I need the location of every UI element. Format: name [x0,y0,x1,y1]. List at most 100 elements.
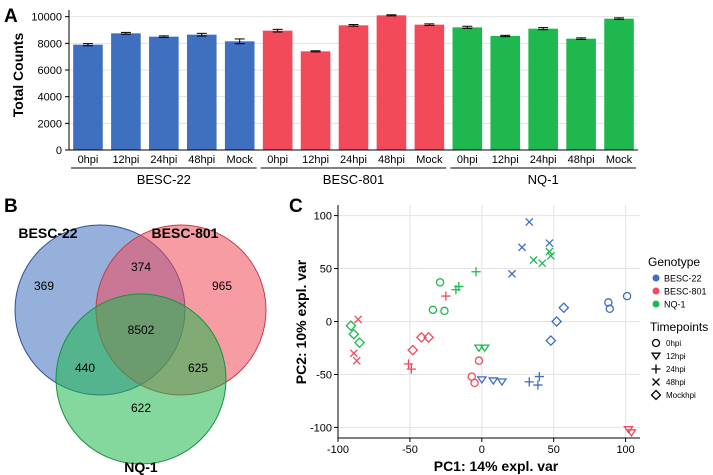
pca-point-besc-801-24hpi [406,364,416,374]
venn-count-besc-801-nq-1: 625 [188,361,208,375]
pca-x-tick-label: 50 [548,444,560,456]
bar-y-tick-label: 6000 [38,65,62,77]
venn-count-besc-22-nq-1: 440 [75,361,95,375]
group-label-besc-801: BESC-801 [323,172,384,187]
venn-count-besc-801-only: 965 [212,279,232,293]
pca-point-nq-1-48hpi [538,259,547,268]
venn-count-nq-1-only: 622 [131,401,151,415]
legend-symbol-mockhpi [650,389,662,401]
legend-swatch-besc-801 [652,287,660,295]
bar-besc-22-mock [224,41,255,151]
bar-besc-801-12hpi [300,51,331,151]
pca-point-besc-22-0hpi [622,291,632,301]
venn-count-all-three: 8502 [128,323,155,337]
legend-label-24hpi: 24hpi [666,365,686,374]
pca-y-tick-label: 0 [326,317,332,329]
venn-count-besc-22-besc-801: 374 [131,260,151,274]
venn-set-label-besc-801: BESC-801 [152,225,219,241]
bar-y-tick-label: 0 [56,145,62,157]
bar-y-tick-label: 2000 [38,118,62,130]
pca-point-besc-22-mockhpi [545,335,557,347]
pca-point-besc-22-48hpi [545,239,554,248]
pca-point-besc-801-mockhpi [407,344,419,356]
pca-point-besc-801-48hpi [349,349,358,358]
legend-genotype-title: Genotype [648,255,700,269]
bar-category-label: 12hpi [302,154,329,166]
pca-x-tick-label: -50 [402,444,418,456]
bar-besc-22-12hpi [111,33,141,151]
bar-besc-801-0hpi [262,30,293,151]
panel-label-b: B [4,196,18,217]
bar-category-label: 24hpi [530,154,557,166]
pca-point-besc-801-0hpi [467,372,476,381]
pca-scatter-plot: PC1: 14% expl. var PC2: 10% expl. var -1… [293,205,640,474]
pca-point-nq-1-0hpi [428,305,438,315]
pca-point-besc-22-48hpi [507,269,517,278]
pca-ylabel: PC2: 10% expl. var [293,259,309,384]
bar-besc-801-mock [414,24,445,151]
legend-label-0hpi: 0hpi [666,339,681,348]
pca-point-besc-801-48hpi [354,315,363,324]
bar-category-label: Mock [416,154,443,166]
venn-count-besc-22-only: 369 [34,279,54,293]
pca-point-besc-22-48hpi [525,217,534,227]
venn-diagram: BESC-22 BESC-801 NQ-1 369 965 622 374 44… [14,224,267,475]
pca-point-nq-1-mockhpi [348,328,360,340]
pca-point-nq-1-48hpi [545,247,554,256]
legend-label-besc-801: BESC-801 [664,287,707,297]
legend-swatch-nq-1 [652,300,660,308]
legend-symbol-48hpi [652,378,660,386]
pca-point-nq-1-12hpi [473,344,485,353]
bar-category-label: 12hpi [492,154,519,166]
group-label-besc-22: BESC-22 [137,172,191,187]
bar-category-label: Mock [606,154,633,166]
venn-circle-nq-1 [55,293,227,465]
pca-point-besc-801-24hpi [441,291,451,301]
bar-besc-22-48hpi [186,34,217,150]
bar-category-label: 48hpi [378,154,405,166]
bar-category-label: 24hpi [340,154,367,166]
bar-category-label: 0hpi [457,154,478,166]
pca-y-tick-label: 100 [314,211,332,223]
pca-point-nq-1-24hpi [451,285,461,295]
pca-x-tick-label: 100 [616,444,634,456]
legend-timepoints-title: Timepoints [650,320,708,334]
bar-y-tick-label: 4000 [38,92,62,104]
bar-besc-22-0hpi [73,44,103,150]
panel-label-a: A [4,6,18,27]
panel-label-c: C [289,196,303,217]
pca-y-tick-label: -100 [310,422,332,434]
pca-point-besc-22-48hpi [518,243,527,252]
legend-symbol-12hpi [650,352,662,361]
bar-besc-22-24hpi [149,36,179,150]
pca-y-tick-label: 50 [320,264,332,276]
pca-point-nq-1-mockhpi [345,320,357,332]
bar-category-label: 24hpi [150,154,177,166]
pca-point-besc-22-12hpi [496,378,508,387]
pca-xlabel: PC1: 14% expl. var [434,458,559,474]
bar-nq-1-mock [604,18,634,150]
legend-swatch-besc-22 [652,274,660,282]
pca-point-nq-1-0hpi [435,278,445,287]
bar-y-tick-label: 8000 [38,38,62,50]
legend-label-48hpi: 48hpi [666,378,686,387]
legend-symbol-0hpi [651,338,661,348]
pca-point-besc-22-mockhpi [558,302,570,314]
legend-label-mockhpi: Mockhpi [666,391,696,400]
bar-category-label: Mock [227,154,254,166]
legend-label-nq-1: NQ-1 [664,300,686,310]
pca-point-besc-22-24hpi [534,371,544,382]
pca-point-besc-22-mockhpi [551,315,563,328]
bar-besc-801-24hpi [338,25,369,150]
pca-point-nq-1-48hpi [529,256,538,265]
legend-label-besc-22: BESC-22 [664,274,702,284]
legend-symbol-24hpi [651,364,661,374]
pca-point-besc-801-mockhpi [423,331,435,343]
bar-category-label: 12hpi [112,154,139,166]
legend-label-12hpi: 12hpi [666,352,686,361]
bar-category-label: 0hpi [78,154,99,166]
pca-point-nq-1-24hpi [471,267,481,277]
pca-point-besc-22-12hpi [487,377,499,386]
pca-legend: Genotype Timepoints BESC-22 BESC-801 NQ-1 0… [648,255,708,401]
group-label-nq-1: NQ-1 [528,172,559,187]
